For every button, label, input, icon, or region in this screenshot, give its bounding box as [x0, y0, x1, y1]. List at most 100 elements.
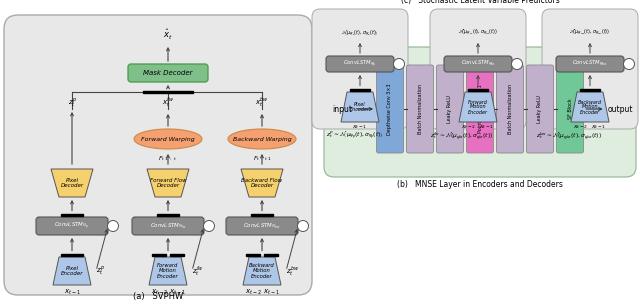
- Text: $\mathcal{N}\!\left(\mu_{\psi_p}(t),\sigma_{\psi_p}(t)\right)$: $\mathcal{N}\!\left(\mu_{\psi_p}(t),\sig…: [341, 28, 379, 38]
- FancyBboxPatch shape: [542, 9, 638, 129]
- Text: $x_{t-1}$: $x_{t-1}$: [479, 123, 495, 131]
- Polygon shape: [149, 257, 187, 285]
- Text: $ConvLSTM_{\psi_{bw}}$: $ConvLSTM_{\psi_{bw}}$: [572, 59, 608, 69]
- Bar: [61, 254, 83, 256]
- Text: Backward: Backward: [578, 99, 602, 104]
- Text: output: output: [607, 104, 633, 114]
- Text: $x_{t-1}$: $x_{t-1}$: [63, 287, 81, 297]
- FancyBboxPatch shape: [406, 65, 433, 153]
- FancyBboxPatch shape: [557, 65, 584, 153]
- Bar: [251, 213, 273, 216]
- Text: $ConvLSTM_{\Theta_{bw}}$: $ConvLSTM_{\Theta_{bw}}$: [243, 221, 281, 231]
- Text: Pointwise Conv 1×1: Pointwise Conv 1×1: [477, 84, 483, 134]
- FancyBboxPatch shape: [497, 65, 524, 153]
- Text: input: input: [333, 104, 353, 114]
- Circle shape: [511, 59, 522, 69]
- Text: Forward Warping: Forward Warping: [141, 137, 195, 142]
- Text: Batch Normalization: Batch Normalization: [508, 84, 513, 134]
- Text: Batch Normalization: Batch Normalization: [417, 84, 422, 134]
- Bar: [170, 254, 184, 256]
- Circle shape: [394, 59, 404, 69]
- Text: Backward Warping: Backward Warping: [232, 137, 291, 142]
- Text: $ConvLSTM_{\Theta_p}$: $ConvLSTM_{\Theta_p}$: [54, 220, 90, 231]
- Text: $ConvLSTM_{\psi_p}$: $ConvLSTM_{\psi_p}$: [344, 58, 376, 69]
- FancyBboxPatch shape: [36, 217, 108, 235]
- Text: $z_t^{fw} \sim \mathcal{N}\!\left(\mu_{\psi_{fw}}(t),\sigma_{\psi_{fw}}(t)\right: $z_t^{fw} \sim \mathcal{N}\!\left(\mu_{\…: [430, 130, 493, 142]
- Polygon shape: [51, 169, 93, 197]
- Ellipse shape: [228, 129, 296, 149]
- Polygon shape: [341, 92, 379, 122]
- Text: $z_t^{bw} \sim \mathcal{N}\!\left(\mu_{\psi_{bw}}(t),\sigma_{\psi_{bw}}(t)\right: $z_t^{bw} \sim \mathcal{N}\!\left(\mu_{\…: [536, 130, 602, 142]
- Polygon shape: [243, 257, 281, 285]
- Bar: [264, 254, 278, 256]
- Text: Encoder: Encoder: [61, 271, 83, 276]
- Text: $\mathcal{N}\!\left(\mu_{\psi_{bw}}(t),\sigma_{\psi_{bw}}(t)\right)$: $\mathcal{N}\!\left(\mu_{\psi_{bw}}(t),\…: [570, 28, 611, 38]
- Bar: [61, 213, 83, 216]
- Bar: [468, 88, 488, 91]
- FancyBboxPatch shape: [312, 9, 408, 129]
- Text: (b)   MNSE Layer in Encoders and Decoders: (b) MNSE Layer in Encoders and Decoders: [397, 180, 563, 189]
- FancyBboxPatch shape: [444, 56, 512, 72]
- Text: Forward: Forward: [468, 99, 488, 104]
- Text: $F_{t\ 1\ :\ t}$: $F_{t\ 1\ :\ t}$: [158, 154, 178, 163]
- Bar: [143, 91, 193, 93]
- Polygon shape: [53, 257, 91, 285]
- Text: $z_t^{bw}$: $z_t^{bw}$: [286, 264, 299, 278]
- FancyBboxPatch shape: [226, 217, 298, 235]
- Text: Pixel: Pixel: [65, 266, 79, 271]
- FancyBboxPatch shape: [128, 64, 208, 82]
- Text: Leaky ReLU: Leaky ReLU: [538, 95, 543, 123]
- Text: $z_t^p$: $z_t^p$: [96, 265, 105, 278]
- Bar: [152, 254, 166, 256]
- Bar: [246, 254, 260, 256]
- Circle shape: [623, 59, 634, 69]
- Text: Pixel: Pixel: [65, 178, 79, 183]
- Text: Backward: Backward: [249, 263, 275, 268]
- Text: $z_t^p \sim \mathcal{N}\!\left(\mu_{\psi_p}(t),\sigma_{\psi_p}(t)\right)$: $z_t^p \sim \mathcal{N}\!\left(\mu_{\psi…: [326, 130, 383, 142]
- Polygon shape: [459, 92, 497, 122]
- Text: $\mathcal{N}\!\left(\mu_{\psi_{fw}}(t),\sigma_{\psi_{fw}}(t)\right)$: $\mathcal{N}\!\left(\mu_{\psi_{fw}}(t),\…: [458, 28, 498, 38]
- Text: $x_t^{bw}$: $x_t^{bw}$: [255, 95, 269, 109]
- Text: (a)   SVPHW: (a) SVPHW: [133, 292, 183, 301]
- Text: Encoder: Encoder: [580, 110, 600, 115]
- Text: $z_t^{fw}$: $z_t^{fw}$: [192, 264, 204, 278]
- Text: Mask Decoder: Mask Decoder: [143, 70, 193, 76]
- FancyBboxPatch shape: [556, 56, 624, 72]
- Text: $F_{t\ :\ t\ 1}$: $F_{t\ :\ t\ 1}$: [253, 154, 271, 163]
- Text: $x_t^{fw}$: $x_t^{fw}$: [162, 95, 174, 109]
- Bar: [157, 213, 179, 216]
- Text: Encoder: Encoder: [157, 274, 179, 279]
- Text: $ConvLSTM_{\psi_{fw}}$: $ConvLSTM_{\psi_{fw}}$: [461, 59, 495, 69]
- Text: (c)   Stochastic Latent Variable Predictors: (c) Stochastic Latent Variable Predictor…: [401, 0, 559, 5]
- Text: SF Block: SF Block: [568, 99, 573, 119]
- Circle shape: [204, 220, 214, 231]
- Text: $x_{t-1}$: $x_{t-1}$: [353, 123, 367, 131]
- FancyBboxPatch shape: [376, 65, 403, 153]
- Text: Pixel: Pixel: [354, 102, 366, 107]
- Text: Decoder: Decoder: [250, 183, 273, 188]
- Text: $x_{t-2}$: $x_{t-2}$: [461, 123, 477, 131]
- Text: Backward Flow: Backward Flow: [241, 178, 283, 183]
- Text: $x_{t-2}$: $x_{t-2}$: [244, 287, 262, 297]
- Circle shape: [108, 220, 118, 231]
- Text: $x_{t-1}$: $x_{t-1}$: [591, 123, 607, 131]
- FancyBboxPatch shape: [430, 9, 526, 129]
- FancyBboxPatch shape: [436, 65, 463, 153]
- Text: Forward: Forward: [157, 263, 179, 268]
- Text: Forward Flow: Forward Flow: [150, 178, 186, 183]
- FancyBboxPatch shape: [467, 65, 493, 153]
- Bar: [580, 88, 600, 91]
- FancyBboxPatch shape: [132, 217, 204, 235]
- Text: $ConvLSTM_{\Theta_{fw}}$: $ConvLSTM_{\Theta_{fw}}$: [150, 221, 186, 231]
- Bar: [350, 88, 370, 91]
- Text: $\hat{x}_t$: $\hat{x}_t$: [163, 28, 173, 42]
- Ellipse shape: [134, 129, 202, 149]
- Text: Motion: Motion: [253, 269, 271, 274]
- Text: $x_{t-2}$: $x_{t-2}$: [150, 287, 168, 297]
- FancyBboxPatch shape: [527, 65, 554, 153]
- Text: Encoder: Encoder: [251, 274, 273, 279]
- Text: $x_{t-1}$: $x_{t-1}$: [262, 287, 280, 297]
- FancyBboxPatch shape: [4, 15, 312, 295]
- Polygon shape: [571, 92, 609, 122]
- Text: Motion: Motion: [470, 104, 486, 110]
